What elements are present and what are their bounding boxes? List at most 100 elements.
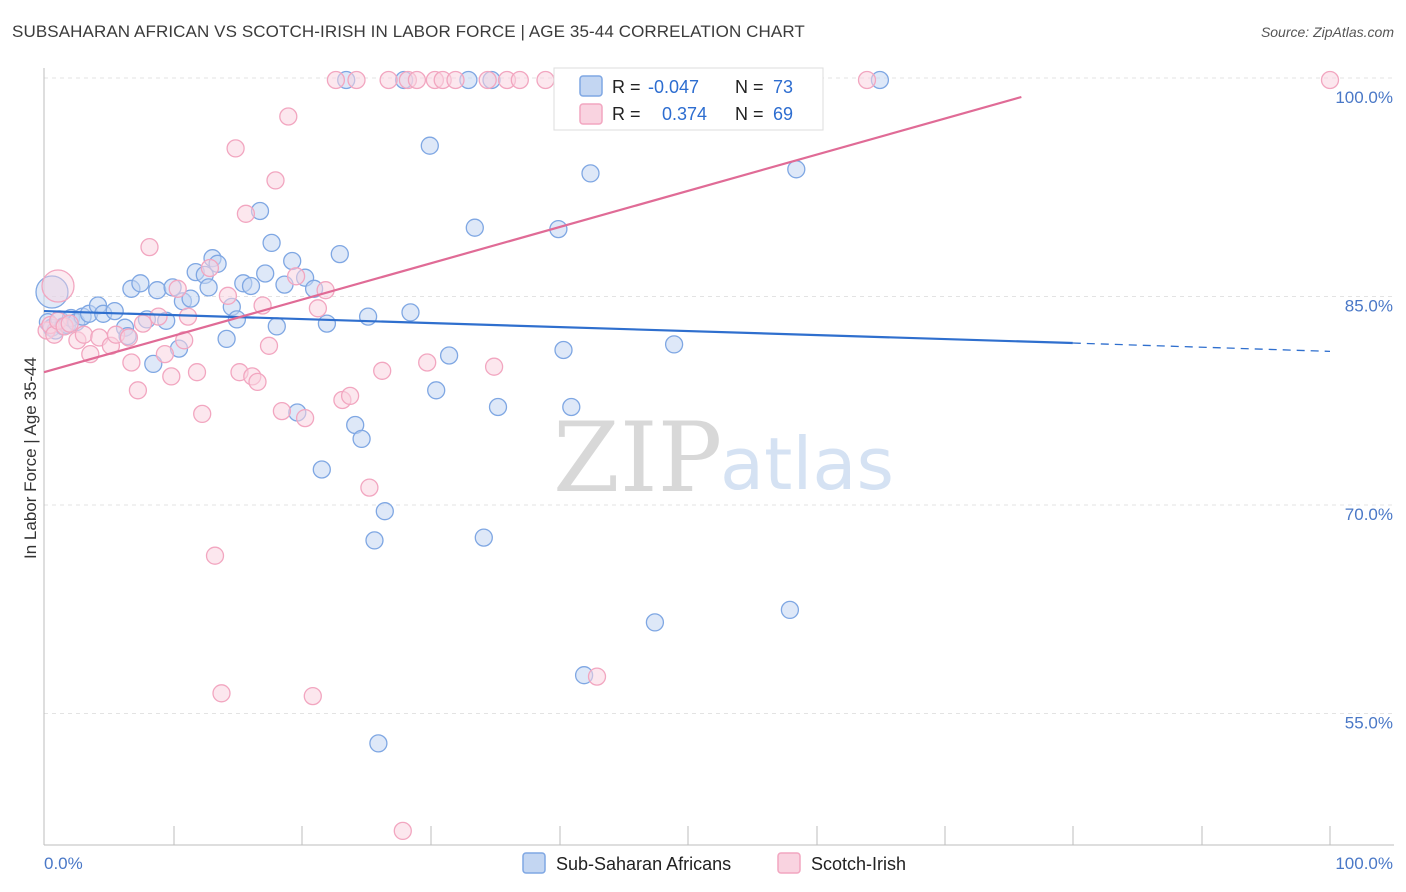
y-tick-label-0: 100.0% bbox=[1335, 88, 1393, 107]
subsaharan-point bbox=[105, 301, 124, 321]
subsaharan-point bbox=[283, 251, 302, 271]
scotch-irish-point bbox=[128, 381, 148, 400]
axes bbox=[43, 68, 1394, 846]
watermark: ZIP atlas bbox=[553, 402, 894, 514]
scotch-irish-point bbox=[140, 237, 159, 257]
y-tick-label-3: 55.0% bbox=[1345, 714, 1393, 733]
scotch-irish-point bbox=[303, 686, 322, 706]
scotch-irish-point bbox=[74, 325, 94, 344]
scotch-irish-point bbox=[484, 357, 504, 376]
legend-r-label-1: R = bbox=[612, 77, 641, 97]
scotch-irish-point bbox=[187, 363, 207, 382]
tick-labels: 100.0% 85.0% 70.0% 55.0% 0.0% 100.0% bbox=[44, 88, 1393, 873]
scotch-irish-point bbox=[536, 70, 555, 90]
subsaharan-trend-line bbox=[43, 309, 1073, 345]
subsaharan-point bbox=[352, 429, 371, 449]
legend-r-label-2: R = bbox=[612, 104, 641, 124]
scotch-irish-point bbox=[446, 70, 465, 90]
scotch-irish-point bbox=[587, 667, 607, 686]
scotch-irish-point bbox=[205, 546, 225, 565]
scotch-irish-point bbox=[340, 386, 360, 406]
scotch-irish-point bbox=[326, 70, 346, 90]
scotch-irish-point bbox=[478, 70, 497, 90]
scotch-irish-point bbox=[308, 299, 328, 318]
scotch-irish-point bbox=[295, 408, 315, 428]
chart-source: Source: ZipAtlas.com bbox=[1260, 24, 1394, 40]
legend-series-swatch-2 bbox=[777, 852, 801, 874]
scotch-irish-point bbox=[149, 307, 168, 326]
legend-n-value-2: 69 bbox=[773, 104, 793, 124]
scotch-irish-point bbox=[236, 204, 256, 223]
scotch-irish-point bbox=[133, 314, 153, 333]
scotch-irish-point bbox=[379, 70, 398, 90]
scotch-irish-cluster-point bbox=[41, 269, 75, 303]
scotch-irish-point bbox=[193, 404, 212, 424]
subsaharan-cluster-point bbox=[35, 275, 69, 309]
scotch-irish-point bbox=[259, 336, 279, 355]
legend-stats: R = -0.047 N = 73 R = 0.374 N = 69 bbox=[553, 67, 824, 131]
y-tick-label-1: 85.0% bbox=[1345, 297, 1393, 316]
scotch-irish-point bbox=[155, 344, 175, 364]
subsaharan-point bbox=[375, 502, 394, 521]
scotch-irish-trend-line bbox=[43, 95, 1022, 374]
legend-swatch-pink bbox=[579, 103, 603, 125]
y-tick-label-2: 70.0% bbox=[1345, 505, 1393, 524]
subsaharan-point bbox=[645, 613, 665, 632]
legend-series: Sub-Saharan Africans Scotch-Irish bbox=[522, 852, 906, 874]
subsaharan-point bbox=[420, 136, 439, 155]
scotch-irish-point bbox=[360, 478, 379, 497]
subsaharan-point bbox=[317, 314, 337, 333]
scotch-irish-point bbox=[168, 279, 187, 298]
scotch-irish-point bbox=[1320, 70, 1340, 90]
subsaharan-point bbox=[554, 340, 573, 360]
subsaharan-point bbox=[465, 218, 484, 237]
legend-n-label-2: N = bbox=[735, 104, 764, 124]
subsaharan-point bbox=[256, 264, 275, 283]
scotch-irish-point bbox=[857, 70, 877, 90]
subsaharan-point bbox=[365, 531, 384, 550]
x-tick-label-left: 0.0% bbox=[44, 854, 83, 873]
subsaharan-point bbox=[199, 278, 218, 297]
subsaharan-point bbox=[780, 600, 800, 620]
subsaharan-point bbox=[581, 164, 600, 183]
scotch-irish-point bbox=[266, 171, 285, 190]
legend-series-label-2: Scotch-Irish bbox=[811, 854, 906, 874]
subsaharan-point bbox=[312, 460, 331, 479]
subsaharan-point bbox=[217, 329, 236, 349]
subsaharan-point bbox=[488, 397, 508, 417]
scotch-irish-point bbox=[407, 70, 427, 90]
scotch-irish-point bbox=[373, 361, 392, 380]
scotch-irish-point bbox=[122, 353, 141, 372]
scotch-irish-point bbox=[218, 286, 238, 305]
x-tick-label-right: 100.0% bbox=[1335, 854, 1393, 873]
data-points bbox=[35, 70, 1340, 841]
legend-series-swatch-1 bbox=[522, 852, 546, 874]
scotch-irish-point bbox=[393, 821, 412, 841]
scotch-irish-point bbox=[248, 372, 267, 392]
scotch-irish-point bbox=[212, 684, 231, 703]
scotch-irish-point bbox=[60, 314, 79, 333]
legend-r-value-1: -0.047 bbox=[648, 77, 699, 97]
subsaharan-point bbox=[144, 354, 163, 374]
scotch-irish-point bbox=[272, 401, 292, 421]
trend-lines bbox=[43, 95, 1331, 374]
scotch-irish-point bbox=[279, 107, 298, 126]
scotch-irish-point bbox=[119, 328, 139, 347]
subsaharan-point bbox=[358, 307, 378, 326]
scotch-irish-point bbox=[286, 267, 306, 286]
subsaharan-point bbox=[664, 335, 684, 354]
scotch-irish-point bbox=[200, 258, 220, 278]
chart-title: SUBSAHARAN AFRICAN VS SCOTCH-IRISH IN LA… bbox=[12, 22, 805, 41]
legend-series-label-1: Sub-Saharan Africans bbox=[556, 854, 731, 874]
subsaharan-point bbox=[131, 274, 150, 293]
grid-lines bbox=[44, 77, 1394, 714]
scotch-irish-point bbox=[162, 367, 181, 386]
subsaharan-point bbox=[148, 281, 167, 300]
scotch-irish-point bbox=[418, 353, 437, 372]
subsaharan-point bbox=[181, 289, 200, 308]
subsaharan-point bbox=[330, 244, 349, 264]
subsaharan-point bbox=[262, 233, 281, 253]
legend-n-label-1: N = bbox=[735, 77, 764, 97]
legend-swatch-blue bbox=[579, 75, 603, 97]
